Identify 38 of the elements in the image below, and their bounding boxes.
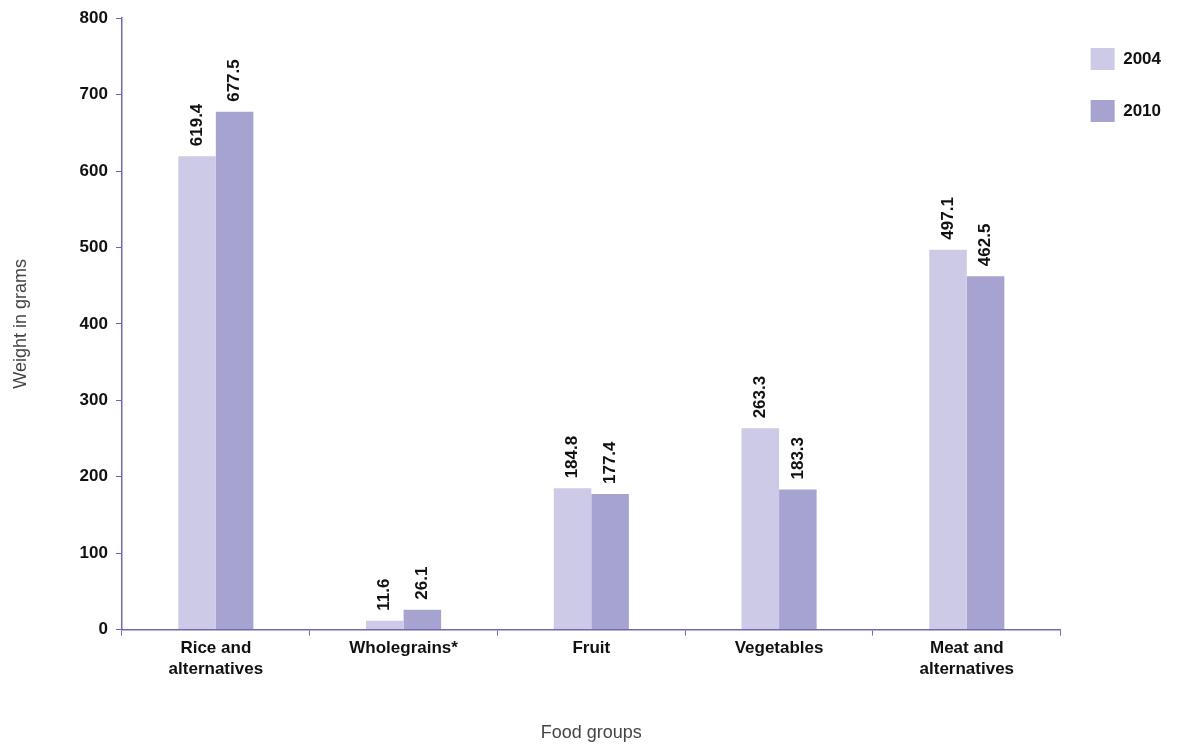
y-axis-title: Weight in grams xyxy=(9,259,30,389)
x-tick-label: Rice and alternatives xyxy=(168,638,264,678)
x-tick-label: Vegetables xyxy=(734,638,824,658)
data-label: 677.5 xyxy=(224,59,244,102)
bar xyxy=(741,428,780,630)
y-tick-label: 500 xyxy=(79,237,108,257)
bar xyxy=(366,620,404,630)
data-label: 462.5 xyxy=(975,223,995,267)
data-label: 184.8 xyxy=(562,435,582,479)
data-label: 183.3 xyxy=(787,436,807,480)
bar xyxy=(929,249,967,630)
data-label: 497.1 xyxy=(937,197,957,240)
bar xyxy=(966,276,1005,630)
x-axis-title: Food groups xyxy=(540,722,642,743)
y-tick-label: 800 xyxy=(79,7,108,27)
data-label: 619.4 xyxy=(186,103,206,147)
bar xyxy=(403,609,442,630)
bar xyxy=(178,156,216,630)
y-tick-label: 700 xyxy=(79,84,108,104)
y-tick-label: 200 xyxy=(79,466,108,486)
y-tick-label: 100 xyxy=(79,542,108,562)
y-tick-label: 0 xyxy=(98,619,108,639)
legend-label: 2010 xyxy=(1123,100,1162,120)
data-label: 263.3 xyxy=(749,375,769,419)
x-tick-label: Fruit xyxy=(572,638,611,658)
bar xyxy=(591,494,629,630)
y-tick-label: 400 xyxy=(79,313,108,333)
x-tick-label: Meat and alternatives xyxy=(919,638,1015,678)
x-tick-label: Wholegrains* xyxy=(349,638,459,658)
data-label: 26.1 xyxy=(412,566,432,600)
bar xyxy=(215,111,254,630)
data-label: 11.6 xyxy=(374,578,394,611)
y-tick-label: 300 xyxy=(79,390,108,410)
legend-label: 2004 xyxy=(1123,48,1162,68)
bar xyxy=(553,488,592,630)
y-tick-label: 600 xyxy=(79,160,108,180)
data-label: 177.4 xyxy=(599,440,619,485)
bar xyxy=(779,489,817,630)
